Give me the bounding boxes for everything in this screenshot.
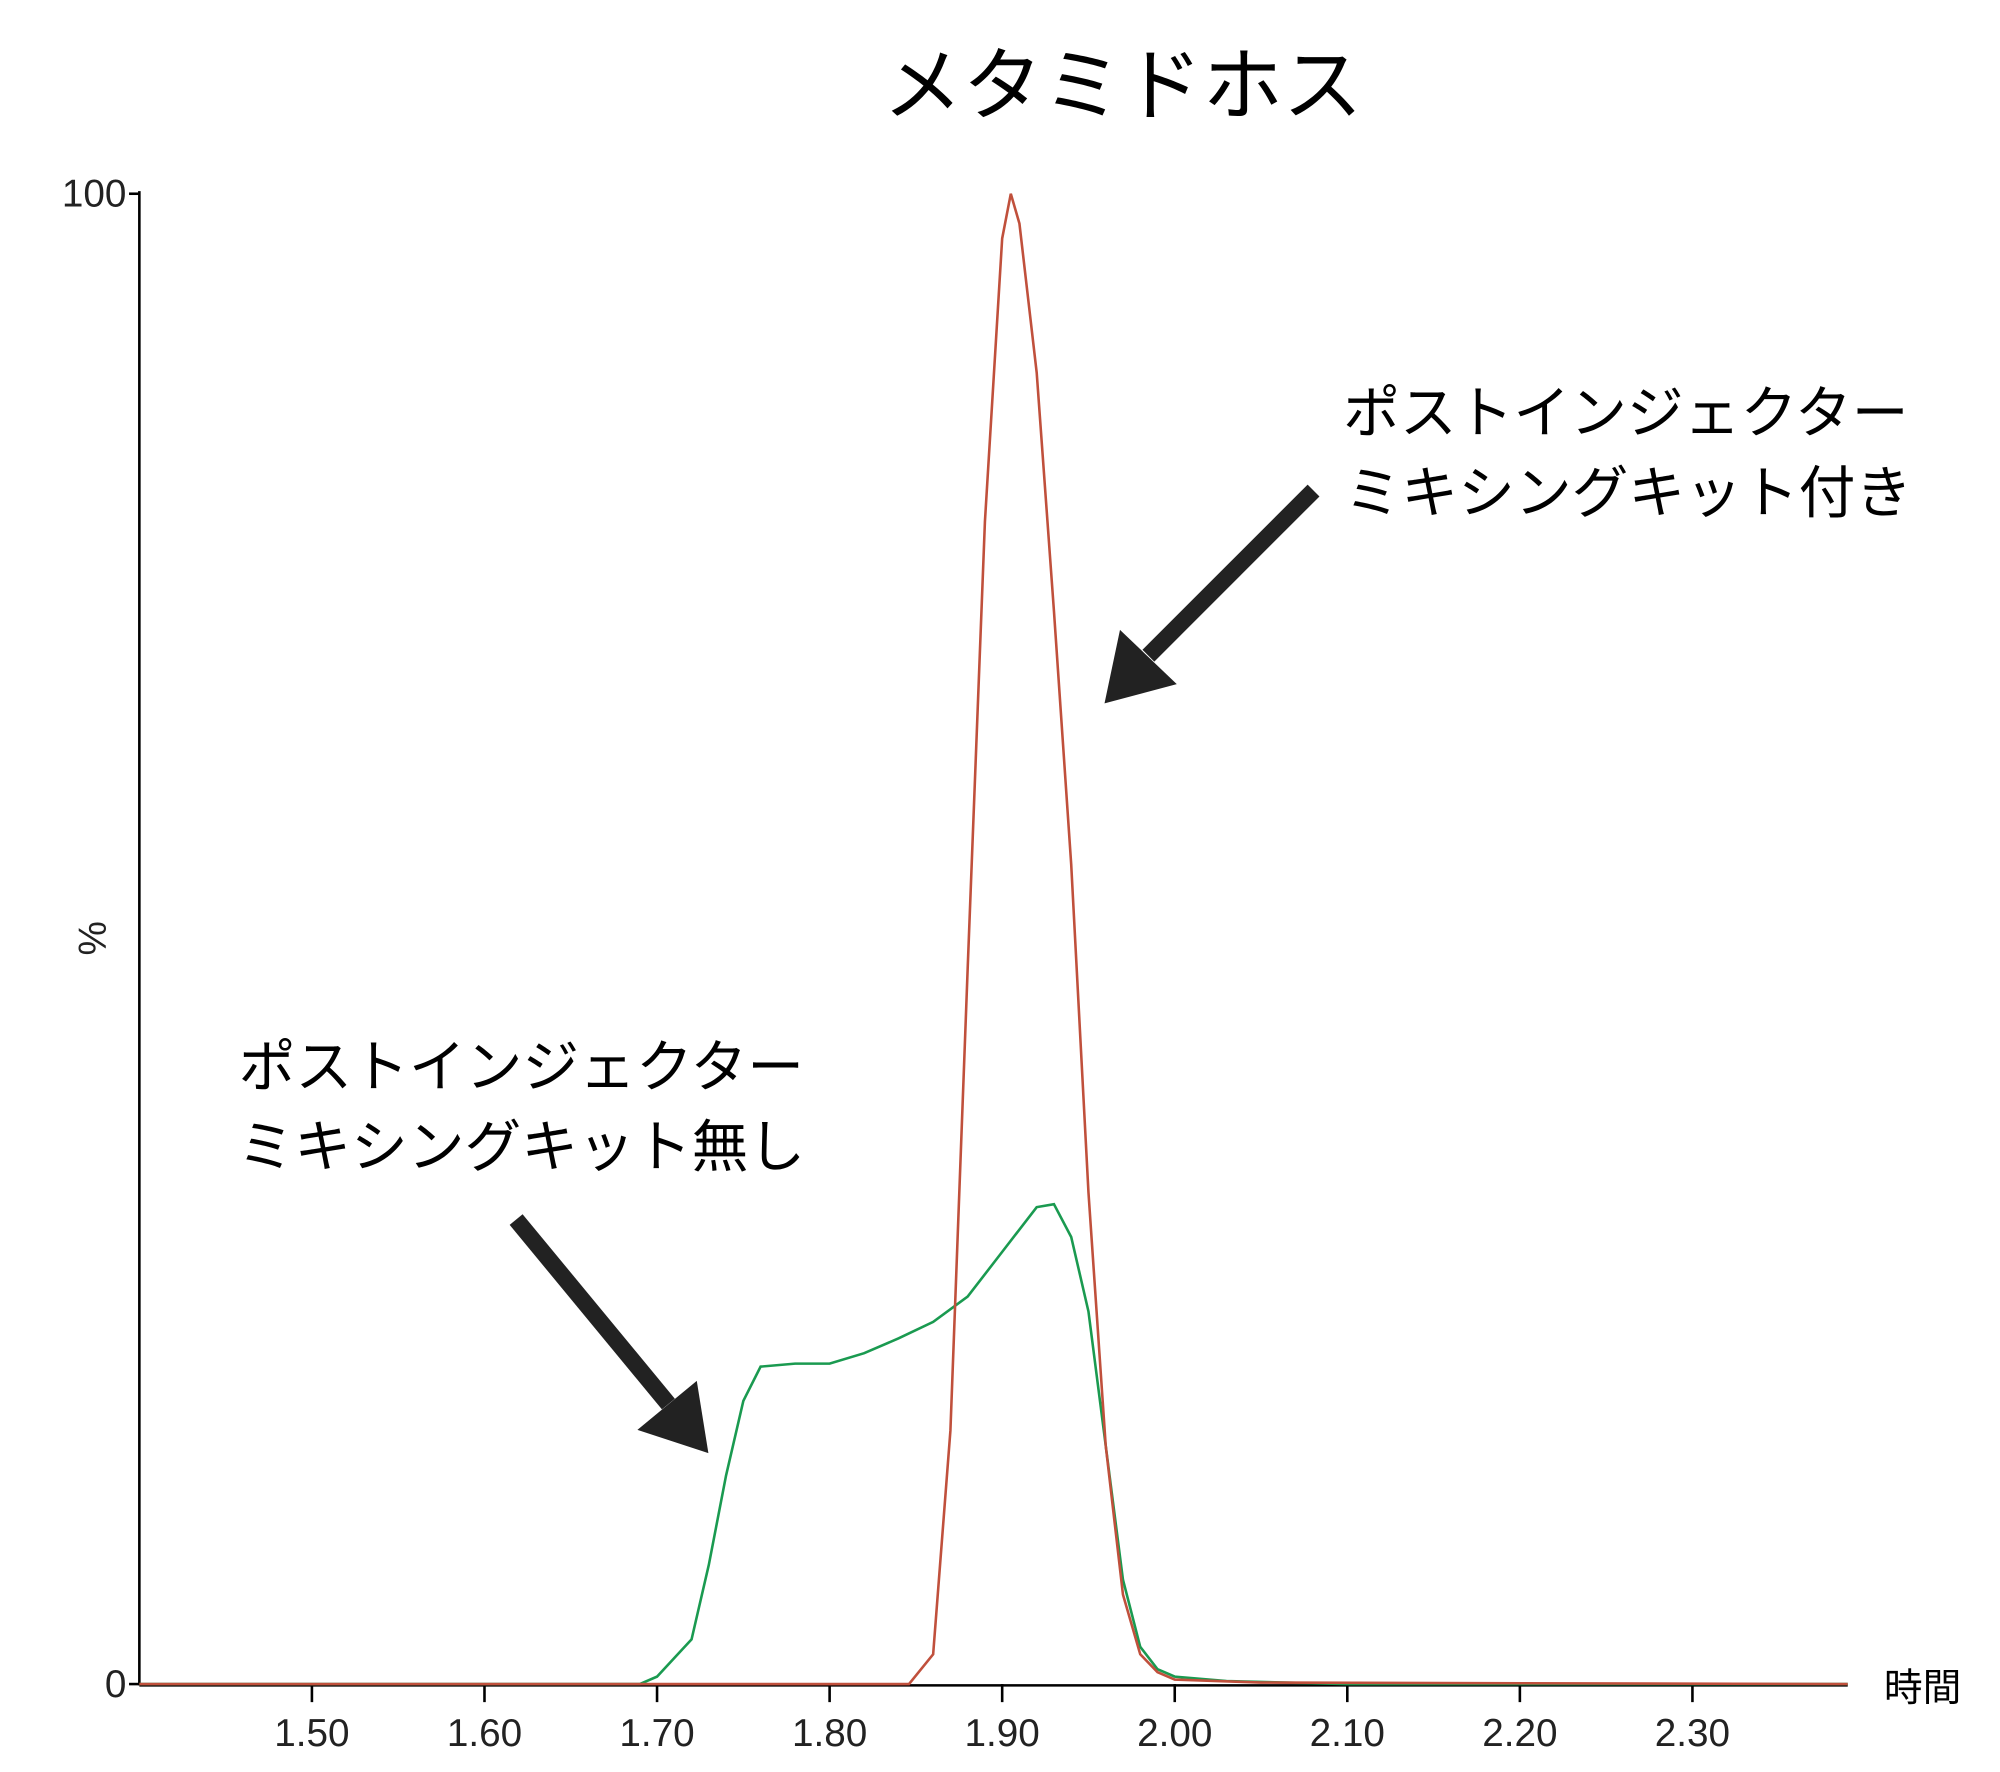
chart-title: メタミドホス bbox=[883, 40, 1363, 133]
x-tick-label: 1.80 bbox=[792, 1712, 867, 1755]
x-tick-label: 1.70 bbox=[619, 1712, 694, 1755]
x-axis-label: 時間 bbox=[1884, 1666, 1961, 1711]
x-tick-label: 2.30 bbox=[1655, 1712, 1730, 1755]
x-tick-label: 1.90 bbox=[965, 1712, 1040, 1755]
annotation: ミキシングキット無し bbox=[237, 1115, 805, 1181]
x-tick-label: 2.10 bbox=[1310, 1712, 1385, 1755]
annotation: ミキシングキット付き bbox=[1345, 460, 1913, 526]
line bbox=[139, 1202, 1848, 1686]
line bbox=[139, 193, 1848, 1686]
x-tick-label: 2.20 bbox=[1482, 1712, 1557, 1755]
arrow bbox=[1104, 484, 1320, 704]
arrow bbox=[509, 1214, 709, 1454]
annotation: ポストインジェクター bbox=[1343, 380, 1908, 446]
annotation: ポストインジェクター bbox=[239, 1035, 804, 1101]
y-tick-label: 0 bbox=[105, 1663, 127, 1706]
y-axis-label: % bbox=[72, 921, 115, 955]
x-tick-label: 2.00 bbox=[1137, 1712, 1212, 1755]
x-tick-label: 1.60 bbox=[447, 1712, 522, 1755]
y-tick-label: 100 bbox=[62, 173, 127, 216]
x-tick-label: 1.50 bbox=[274, 1712, 349, 1755]
